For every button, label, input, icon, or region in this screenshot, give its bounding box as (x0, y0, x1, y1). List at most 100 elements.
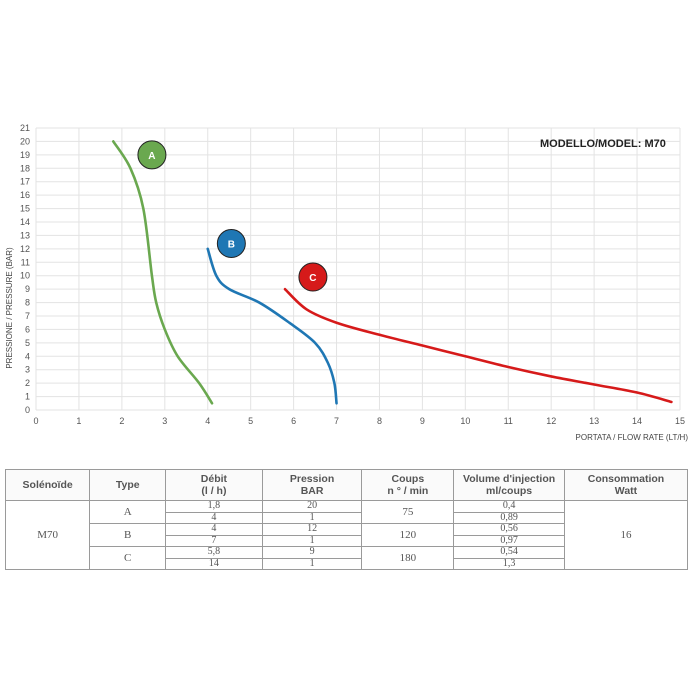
x-tick-label: 12 (546, 416, 556, 426)
table-header-cell: Type (89, 469, 167, 501)
header-text: BAR (300, 485, 324, 497)
header-text: Débit (200, 473, 228, 485)
table-row: 7 1 0,97 (6, 534, 688, 547)
debit-cell: 1,8 (165, 500, 263, 513)
series-badge-label-b: B (228, 239, 235, 250)
chart-svg: ABC 0 1 2 3 4 5 6 7 8 9 10 11 12 13 14 1501234567891011… (5, 123, 689, 442)
consommation-cell: 16 (563, 500, 689, 570)
type-cell: C (89, 546, 167, 570)
table-header-cell: Coups n ° / min (361, 469, 455, 501)
pression-cell: 20 (261, 500, 363, 513)
table-row: B 4 12 120 0,56 (6, 523, 688, 547)
y-tick-label: 12 (20, 244, 30, 254)
pression-cell: 1 (261, 534, 363, 547)
x-tick-label: 8 (377, 416, 382, 426)
y-tick-label: 0 (25, 405, 30, 415)
table-row: M70 A 1,8 20 75 0,4 16 (4, 500, 689, 570)
x-tick-label: 9 (420, 416, 425, 426)
y-tick-label: 15 (20, 204, 30, 214)
y-tick-label: 17 (20, 177, 30, 187)
volume-cell: 0,56 (453, 523, 565, 536)
header-text: Watt (614, 485, 638, 497)
y-tick-label: 8 (25, 298, 30, 308)
header-text: Volume d'injection (463, 473, 556, 485)
pression-cell: 9 (261, 546, 363, 559)
series-badge-a (137, 140, 167, 170)
coups-cell: 180 (361, 546, 455, 570)
x-tick-label: 5 (248, 416, 253, 426)
table-header-row: Solénoïde Type Débit (l / h) Pression BAR Coup… (4, 469, 689, 501)
series-line-a (111, 140, 214, 405)
volume-cell: 0,97 (453, 534, 565, 547)
header-text: Pression (289, 473, 335, 485)
volume-cell: 0,89 (453, 511, 565, 524)
coups-cell: 75 (361, 500, 455, 524)
x-tick-label: 13 (589, 416, 599, 426)
y-tick-label: 7 (25, 311, 30, 321)
x-tick-label: 14 (632, 416, 642, 426)
table-header-cell: Consommation Watt (563, 469, 689, 501)
debit-cell: 4 (165, 523, 263, 536)
x-tick-label: 0 (33, 416, 38, 426)
header-text: n ° / min (387, 485, 429, 497)
series-badge-label-a: A (148, 151, 155, 162)
type-cell: B (89, 523, 167, 547)
table-row: 14 1 1,3 (6, 557, 688, 570)
model-label: MODELLO/MODEL: M70 (540, 138, 666, 150)
x-axis-label: PORTATA / FLOW RATE (LT/H) (576, 433, 689, 442)
table-header-cell: Volume d'injection ml/coups (453, 469, 565, 501)
x-tick-label: 11 (504, 416, 513, 426)
y-axis-label: PRESSIONE / PRESSURE (BAR) (5, 247, 14, 369)
x-tick-label: 3 (162, 416, 167, 426)
y-tick-label: 20 (20, 136, 30, 146)
series-line-b (206, 247, 338, 405)
y-tick-label: 13 (20, 230, 30, 240)
y-tick-label: 14 (20, 217, 30, 227)
y-tick-label: 10 (20, 271, 30, 281)
header-text: (l / h) (201, 485, 227, 497)
y-tick-label: 16 (20, 190, 30, 200)
chart-badges: A B C (137, 140, 328, 292)
y-tick-label: 3 (25, 365, 30, 375)
table-body: M70 A 1,8 20 75 0,4 16 4 1 0,89 B 4 12 120 0,56 7 1 0,97 C… (4, 500, 689, 570)
coups-cell: 120 (361, 523, 455, 547)
y-tick-label: 9 (25, 284, 30, 294)
x-tick-label: 15 (675, 416, 685, 426)
y-tick-label: 19 (20, 150, 30, 160)
pression-cell: 1 (261, 511, 363, 524)
table-row: 4 1 0,89 (6, 511, 688, 524)
series-badge-b (216, 228, 246, 258)
header-text: Consommation (587, 473, 665, 485)
y-tick-label: 2 (25, 378, 30, 388)
y-tick-label: 4 (25, 351, 30, 361)
pression-cell: 12 (261, 523, 363, 536)
series-badge-c (298, 262, 328, 292)
header-text: Solénoïde (22, 479, 73, 491)
y-tick-label: 18 (20, 163, 30, 173)
volume-cell: 0,4 (453, 500, 565, 513)
chart-grid (35, 127, 681, 411)
table-header-cell: Débit (l / h) (165, 469, 263, 501)
debit-cell: 4 (165, 511, 263, 524)
series-badge-label-c: C (309, 273, 316, 284)
header-text: Coups (391, 473, 425, 485)
y-tick-label: 5 (25, 338, 30, 348)
spec-table: Solénoïde Type Débit (l / h) Pression BAR Coup… (4, 469, 689, 570)
header-text: Type (115, 479, 140, 491)
chart-ticks: 0 1 2 3 4 5 6 7 8 9 10 11 12 13 14 15012345678910111213… (20, 123, 685, 426)
volume-cell: 0,54 (453, 546, 565, 559)
type-cell: A (89, 500, 167, 524)
y-tick-label: 1 (25, 392, 30, 402)
table-header-cell: Pression BAR (261, 469, 363, 501)
pression-cell: 1 (261, 557, 363, 570)
y-tick-label: 21 (20, 123, 30, 133)
header-text: ml/coups (486, 485, 533, 497)
debit-cell: 14 (165, 557, 263, 570)
chart-series (111, 140, 673, 405)
debit-cell: 7 (165, 534, 263, 547)
debit-cell: 5,8 (165, 546, 263, 559)
table-header-cell: Solénoïde (4, 469, 91, 501)
x-tick-label: 4 (205, 416, 210, 426)
x-tick-label: 1 (76, 416, 81, 426)
